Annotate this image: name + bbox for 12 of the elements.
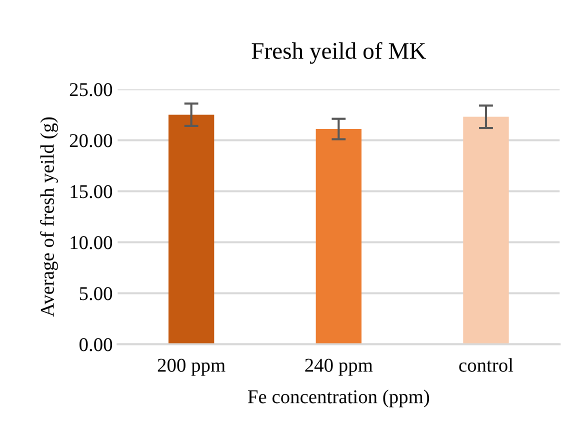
x-tick-label: control <box>459 358 514 372</box>
x-tick-label: 240 ppm <box>305 358 373 376</box>
x-tick-label: 200 ppm <box>158 358 226 376</box>
y-tick-label: 25.00 <box>70 83 112 96</box>
y-tick-label: 0.00 <box>80 338 112 352</box>
y-axis-title: Average of fresh yeild (g) <box>40 117 58 317</box>
x-axis-title: Fe concentration (ppm) <box>248 390 430 408</box>
y-tick-label: 5.00 <box>80 287 112 300</box>
y-tick-label: 20.00 <box>70 134 112 148</box>
y-tick-label: 15.00 <box>70 185 112 198</box>
chart-title: Fresh yeild of MK <box>252 42 426 64</box>
y-tick-label: 10.00 <box>70 236 112 250</box>
